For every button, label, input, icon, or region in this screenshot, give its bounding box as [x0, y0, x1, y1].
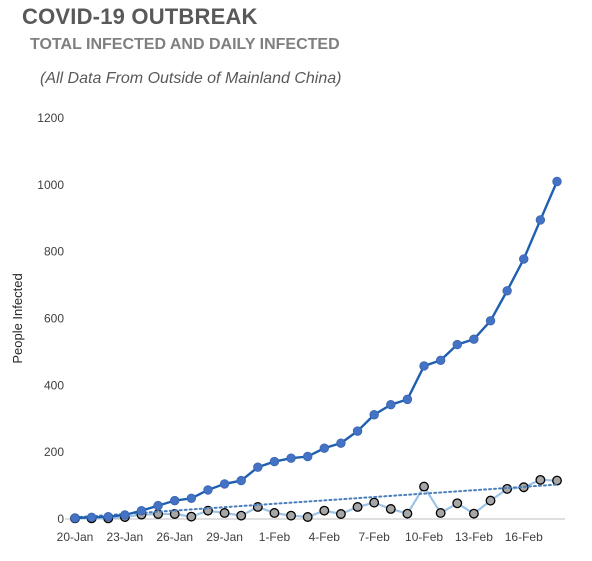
data-point	[352, 502, 363, 512]
trendline	[74, 483, 558, 519]
data-point	[402, 394, 413, 405]
y-tick-label: 800	[44, 245, 64, 259]
data-point	[435, 508, 446, 518]
data-point	[319, 505, 330, 516]
x-tick-label: 29-Jan	[206, 530, 243, 544]
data-point	[302, 512, 313, 522]
data-point	[269, 456, 280, 467]
data-point	[86, 512, 97, 523]
x-tick-label: 20-Jan	[57, 530, 94, 544]
data-point	[186, 511, 197, 522]
data-point	[502, 286, 512, 296]
y-tick-label: 0	[57, 512, 64, 526]
data-point	[103, 511, 113, 522]
x-tick-label: 7-Feb	[358, 530, 390, 544]
data-point	[519, 254, 529, 264]
data-point	[552, 176, 562, 187]
y-axis-ticks: 0 200 400 600 800 1000 1200	[37, 111, 64, 526]
x-tick-label: 26-Jan	[156, 530, 193, 544]
y-tick-label: 600	[44, 312, 64, 326]
chart-note: (All Data From Outside of Mainland China…	[40, 70, 342, 87]
data-point	[286, 510, 297, 521]
data-point	[552, 475, 562, 486]
data-point	[120, 510, 130, 520]
data-point	[219, 508, 230, 518]
data-point	[435, 355, 446, 365]
data-point	[236, 510, 247, 521]
data-point	[468, 508, 479, 519]
data-point	[352, 426, 363, 436]
y-tick-label: 1000	[37, 178, 64, 192]
data-point	[535, 215, 546, 225]
data-point	[485, 495, 496, 506]
data-point	[203, 485, 213, 495]
series-total-infected	[70, 176, 562, 523]
data-point	[302, 451, 313, 462]
data-point	[469, 334, 479, 344]
data-point	[402, 508, 413, 519]
x-tick-label: 1-Feb	[259, 530, 291, 544]
data-point	[336, 438, 346, 448]
data-point	[369, 410, 379, 420]
data-point	[385, 504, 396, 514]
data-point	[386, 400, 396, 410]
data-point	[219, 479, 230, 489]
series-layer	[70, 176, 562, 524]
x-tick-label: 16-Feb	[505, 530, 543, 544]
data-point	[253, 462, 263, 472]
data-point	[502, 483, 513, 494]
data-point	[369, 497, 380, 508]
data-point	[419, 361, 429, 371]
chart-subtitle: TOTAL INFECTED AND DAILY INFECTED	[30, 36, 340, 53]
y-tick-label: 1200	[37, 111, 64, 125]
data-point	[419, 481, 429, 492]
chart-title: COVID-19 OUTBREAK	[22, 4, 258, 29]
x-tick-label: 10-Feb	[405, 530, 443, 544]
x-tick-label: 13-Feb	[455, 530, 493, 544]
y-tick-label: 200	[44, 445, 64, 459]
data-point	[170, 495, 180, 506]
data-point	[269, 508, 280, 518]
data-point	[452, 498, 463, 509]
x-tick-label: 23-Jan	[107, 530, 144, 544]
data-point	[319, 443, 330, 453]
data-point	[535, 474, 546, 485]
series-daily-infected	[70, 474, 562, 524]
y-axis-label: People Infected	[10, 273, 25, 363]
data-point	[153, 500, 163, 511]
series-line	[74, 181, 559, 520]
data-point	[286, 453, 296, 463]
data-point	[70, 513, 80, 523]
data-point	[136, 505, 147, 516]
data-point	[485, 316, 496, 326]
x-axis-ticks: 20-Jan 23-Jan 26-Jan 29-Jan 1-Feb 4-Feb 7-Feb 1…	[57, 530, 543, 544]
data-point	[452, 339, 462, 350]
data-point	[186, 493, 197, 503]
data-point	[335, 509, 346, 519]
data-point	[236, 475, 246, 486]
x-tick-label: 4-Feb	[309, 530, 341, 544]
y-tick-label: 400	[44, 378, 64, 392]
